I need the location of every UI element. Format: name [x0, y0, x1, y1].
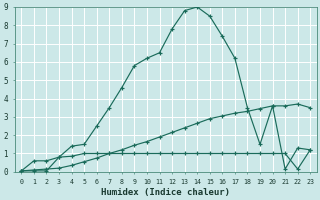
X-axis label: Humidex (Indice chaleur): Humidex (Indice chaleur)	[101, 188, 230, 197]
